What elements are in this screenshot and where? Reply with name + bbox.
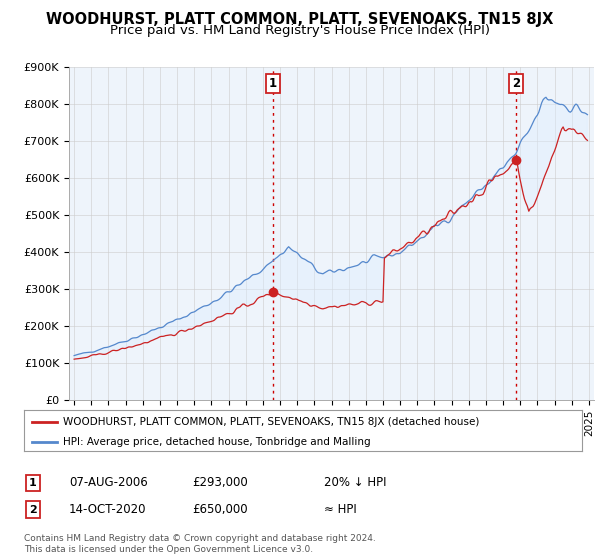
Text: £650,000: £650,000 <box>192 503 248 516</box>
Text: WOODHURST, PLATT COMMON, PLATT, SEVENOAKS, TN15 8JX (detached house): WOODHURST, PLATT COMMON, PLATT, SEVENOAK… <box>63 417 479 427</box>
Text: ≈ HPI: ≈ HPI <box>324 503 357 516</box>
Text: Contains HM Land Registry data © Crown copyright and database right 2024.: Contains HM Land Registry data © Crown c… <box>24 534 376 543</box>
Text: 07-AUG-2006: 07-AUG-2006 <box>69 476 148 489</box>
Text: 2: 2 <box>512 77 521 90</box>
Text: HPI: Average price, detached house, Tonbridge and Malling: HPI: Average price, detached house, Tonb… <box>63 437 371 447</box>
Text: 1: 1 <box>29 478 37 488</box>
Text: 1: 1 <box>269 77 277 90</box>
Text: £293,000: £293,000 <box>192 476 248 489</box>
Text: This data is licensed under the Open Government Licence v3.0.: This data is licensed under the Open Gov… <box>24 545 313 554</box>
Text: Price paid vs. HM Land Registry's House Price Index (HPI): Price paid vs. HM Land Registry's House … <box>110 24 490 37</box>
Text: 20% ↓ HPI: 20% ↓ HPI <box>324 476 386 489</box>
Text: WOODHURST, PLATT COMMON, PLATT, SEVENOAKS, TN15 8JX: WOODHURST, PLATT COMMON, PLATT, SEVENOAK… <box>46 12 554 27</box>
Text: 2: 2 <box>29 505 37 515</box>
Text: 14-OCT-2020: 14-OCT-2020 <box>69 503 146 516</box>
